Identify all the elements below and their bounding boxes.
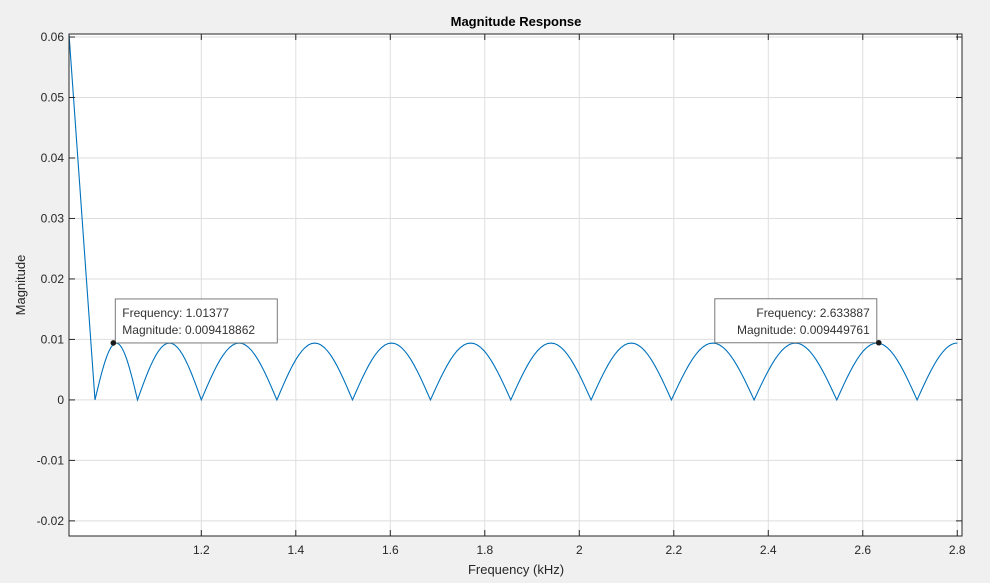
series-layer xyxy=(68,33,958,402)
series-line[interactable] xyxy=(68,33,958,402)
y-tick-label: 0.03 xyxy=(41,211,65,225)
datatip-magnitude: Magnitude: 0.009449761 xyxy=(737,323,870,337)
y-tick-label: 0.01 xyxy=(41,332,65,346)
x-tick-label: 1.8 xyxy=(476,543,493,557)
x-tick-label: 2 xyxy=(576,543,583,557)
x-tick-label: 2.6 xyxy=(854,543,871,557)
datatip-frequency: Frequency: 1.01377 xyxy=(122,306,229,320)
x-tick-label: 1.6 xyxy=(382,543,399,557)
x-axis-label: Frequency (kHz) xyxy=(468,562,564,577)
y-tick-label: -0.01 xyxy=(37,453,65,467)
datatip-marker[interactable] xyxy=(875,339,882,346)
datatips: Frequency: 1.01377 Magnitude: 0.009418862… xyxy=(110,298,882,346)
ticks xyxy=(69,34,962,536)
y-tick-label: 0.02 xyxy=(41,272,65,286)
x-tick-label: 2.8 xyxy=(949,543,966,557)
datatip-magnitude: Magnitude: 0.009418862 xyxy=(122,323,255,337)
x-tick-label: 2.4 xyxy=(760,543,777,557)
y-tick-label: 0 xyxy=(57,393,64,407)
y-tick-label: 0.04 xyxy=(41,151,65,165)
y-tick-label: 0.06 xyxy=(41,30,65,44)
y-axis-label: Magnitude xyxy=(13,255,28,316)
x-tick-label: 2.2 xyxy=(665,543,682,557)
x-tick-label: 1.4 xyxy=(287,543,304,557)
y-tick-label: 0.05 xyxy=(41,91,65,105)
datatip[interactable]: Frequency: 1.01377 Magnitude: 0.009418862 xyxy=(110,298,278,346)
x-tick-label: 1.2 xyxy=(193,543,210,557)
plot-area[interactable] xyxy=(69,34,962,536)
y-tick-label: -0.02 xyxy=(37,514,65,528)
grid xyxy=(69,34,962,536)
datatip-frequency: Frequency: 2.633887 xyxy=(756,306,870,320)
datatip-box xyxy=(714,298,878,344)
datatip[interactable]: Frequency: 2.633887 Magnitude: 0.00944976… xyxy=(714,298,882,346)
datatip-marker[interactable] xyxy=(110,340,117,346)
axes-box xyxy=(68,33,963,537)
chart-title: Magnitude Response xyxy=(451,14,582,29)
datatip-box xyxy=(114,298,278,344)
tick-labels: 1.2 1.4 1.6 1.8 2 2.2 2.4 2.6 2.8 -0.02 -0.01 0 0.01… xyxy=(37,30,966,557)
